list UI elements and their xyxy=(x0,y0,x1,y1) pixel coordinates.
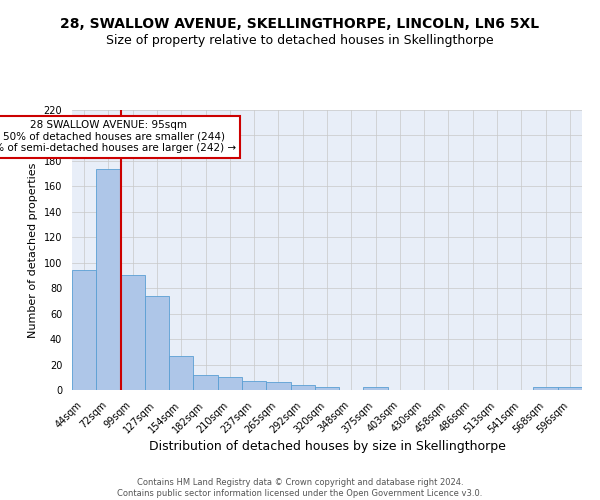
Bar xyxy=(364,388,388,390)
Text: 28 SWALLOW AVENUE: 95sqm
← 50% of detached houses are smaller (244)
49% of semi-: 28 SWALLOW AVENUE: 95sqm ← 50% of detach… xyxy=(0,120,236,154)
X-axis label: Distribution of detached houses by size in Skellingthorpe: Distribution of detached houses by size … xyxy=(149,440,505,453)
Bar xyxy=(558,388,582,390)
Text: 28, SWALLOW AVENUE, SKELLINGTHORPE, LINCOLN, LN6 5XL: 28, SWALLOW AVENUE, SKELLINGTHORPE, LINC… xyxy=(61,18,539,32)
Bar xyxy=(218,378,242,390)
Bar xyxy=(266,382,290,390)
Text: Size of property relative to detached houses in Skellingthorpe: Size of property relative to detached ho… xyxy=(106,34,494,47)
Bar xyxy=(145,296,169,390)
Bar xyxy=(72,270,96,390)
Bar xyxy=(169,356,193,390)
Bar xyxy=(193,374,218,390)
Bar xyxy=(533,388,558,390)
Text: Contains HM Land Registry data © Crown copyright and database right 2024.
Contai: Contains HM Land Registry data © Crown c… xyxy=(118,478,482,498)
Bar xyxy=(290,385,315,390)
Bar xyxy=(121,276,145,390)
Bar xyxy=(315,388,339,390)
Bar xyxy=(242,381,266,390)
Bar xyxy=(96,168,121,390)
Y-axis label: Number of detached properties: Number of detached properties xyxy=(28,162,38,338)
